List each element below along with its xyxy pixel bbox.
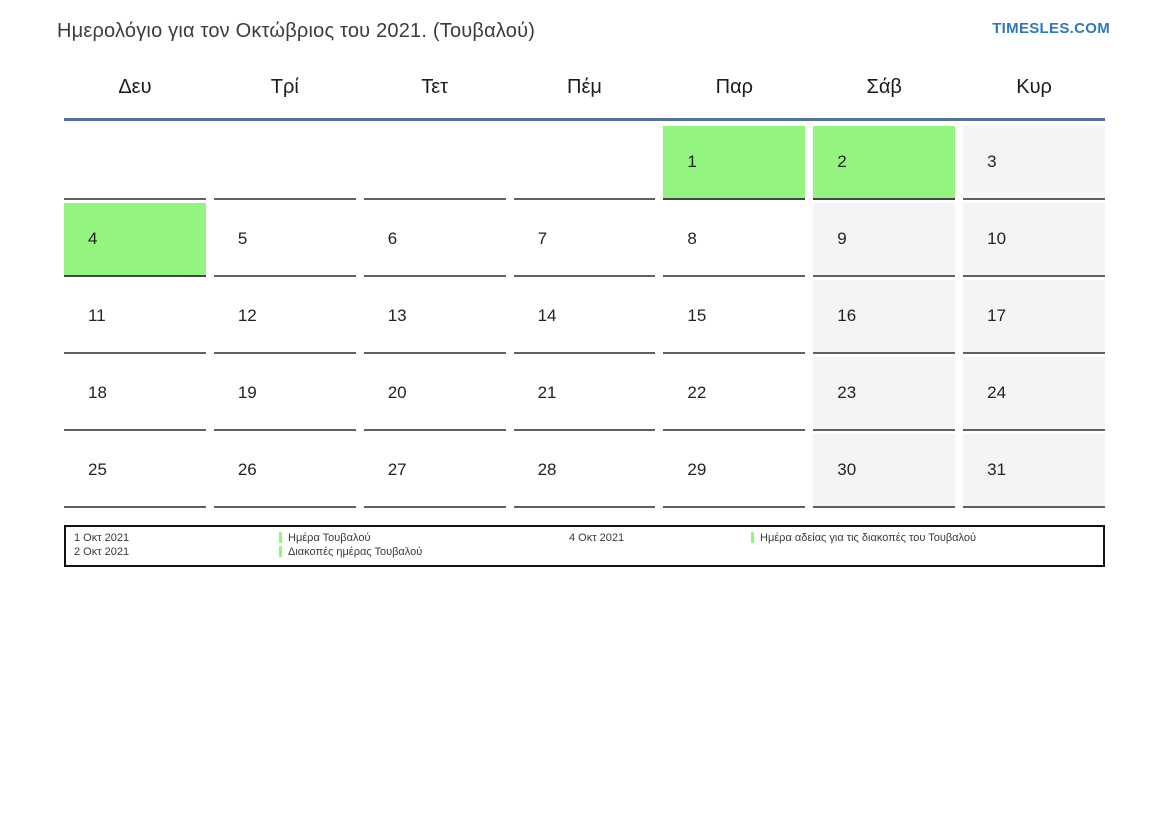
legend-entry: Διακοπές ημέρας Τουβαλού <box>279 545 569 559</box>
day-number: 3 <box>987 152 997 171</box>
day-number: 13 <box>387 306 407 325</box>
day-cell: 27 <box>363 434 506 508</box>
day-cell: 6 <box>363 203 506 277</box>
day-number: 26 <box>237 460 257 479</box>
day-cell: 1 <box>663 126 806 200</box>
legend-color-bar <box>279 532 282 543</box>
day-name-sun: Κυρ <box>1016 76 1052 98</box>
day-number: 1 <box>687 152 697 171</box>
day-cell: 9 <box>813 203 956 277</box>
day-cell: 7 <box>513 203 656 277</box>
day-cell: 16 <box>813 280 956 354</box>
day-cell: 12 <box>213 280 356 354</box>
day-cell: 13 <box>363 280 506 354</box>
legend-date: 2 Οκτ 2021 <box>74 546 130 558</box>
day-cell <box>513 126 656 200</box>
legend-color-bar <box>279 546 282 557</box>
day-cell: 4 <box>64 203 206 277</box>
legend-entry: Ημέρα αδείας για τις διακοπές του Τουβαλ… <box>751 531 1095 545</box>
day-cell: 30 <box>813 434 956 508</box>
day-number: 23 <box>837 383 857 402</box>
legend-color-bar <box>751 532 754 543</box>
legend-date: 4 Οκτ 2021 <box>569 532 625 544</box>
day-number: 31 <box>987 460 1007 479</box>
day-name-wed: Τετ <box>421 76 449 98</box>
day-number: 22 <box>687 383 707 402</box>
legend-label: Ημέρα αδείας για τις διακοπές του Τουβαλ… <box>760 532 976 544</box>
day-cell: 24 <box>963 357 1105 431</box>
day-name-sat: Σάβ <box>866 76 902 98</box>
day-cell: 19 <box>213 357 356 431</box>
day-cell: 17 <box>963 280 1105 354</box>
day-cell: 28 <box>513 434 656 508</box>
legend-date: 1 Οκτ 2021 <box>74 532 130 544</box>
day-cell: 8 <box>663 203 806 277</box>
day-number: 28 <box>537 460 557 479</box>
day-number: 27 <box>387 460 407 479</box>
day-name-tue: Τρί <box>270 76 299 98</box>
day-number: 12 <box>237 306 257 325</box>
day-number: 25 <box>88 460 107 479</box>
day-number: 18 <box>88 383 107 402</box>
day-cell: 25 <box>64 434 206 508</box>
day-number: 14 <box>537 306 557 325</box>
legend-label: Διακοπές ημέρας Τουβαλού <box>288 546 423 558</box>
day-cell <box>213 126 356 200</box>
day-cell: 5 <box>213 203 356 277</box>
day-cell <box>363 126 506 200</box>
day-number: 8 <box>687 229 697 248</box>
day-number: 10 <box>987 229 1007 248</box>
day-number: 29 <box>687 460 707 479</box>
day-cell: 2 <box>813 126 956 200</box>
day-number: 9 <box>837 229 847 248</box>
day-cell <box>64 126 206 200</box>
day-cell: 14 <box>513 280 656 354</box>
day-cell: 11 <box>64 280 206 354</box>
day-cell: 15 <box>663 280 806 354</box>
legend-dates-group-1: 1 Οκτ 2021 2 Οκτ 2021 <box>74 531 279 559</box>
legend-labels-group-2: Ημέρα αδείας για τις διακοπές του Τουβαλ… <box>751 531 1095 545</box>
day-number: 17 <box>987 306 1007 325</box>
day-number: 16 <box>837 306 857 325</box>
day-cell: 22 <box>663 357 806 431</box>
legend-labels-group-1: Ημέρα Τουβαλού Διακοπές ημέρας Τουβαλού <box>279 531 569 559</box>
day-number: 24 <box>987 383 1007 402</box>
day-cell: 26 <box>213 434 356 508</box>
page-header: Ημερολόγιο για τον Οκτώβριος του 2021. (… <box>0 0 1169 43</box>
legend-dates-group-2: 4 Οκτ 2021 <box>569 531 751 545</box>
day-cell: 23 <box>813 357 956 431</box>
page-title: Ημερολόγιο για τον Οκτώβριος του 2021. (… <box>57 20 536 42</box>
day-cell: 21 <box>513 357 656 431</box>
day-number: 5 <box>237 229 248 248</box>
day-name-fri: Παρ <box>715 76 754 98</box>
day-name-mon: Δευ <box>118 76 152 98</box>
day-number: 15 <box>687 306 707 325</box>
day-number: 20 <box>387 383 407 402</box>
day-cell: 20 <box>363 357 506 431</box>
day-number: 6 <box>387 229 398 248</box>
day-cell: 29 <box>663 434 806 508</box>
day-number: 11 <box>88 306 106 325</box>
day-cell: 10 <box>963 203 1105 277</box>
legend-box: 1 Οκτ 2021 2 Οκτ 2021 Ημέρα Τουβαλού Δια… <box>64 525 1105 567</box>
brand-link[interactable]: TIMESLES.COM <box>992 20 1110 37</box>
day-number: 7 <box>537 229 548 248</box>
calendar-grid: 1 2 3 4 5 6 7 8 9 10 11 12 13 14 15 16 17 18 19 20 21 22 23 24 2… <box>64 126 1105 508</box>
header-divider <box>64 118 1105 121</box>
legend-label: Ημέρα Τουβαλού <box>288 532 371 544</box>
day-cell: 31 <box>963 434 1105 508</box>
day-number: 30 <box>837 460 857 479</box>
day-names-row: Δευ Τρί Τετ Πέμ Παρ Σάβ Κυρ <box>64 76 1105 99</box>
day-cell: 18 <box>64 357 206 431</box>
day-name-thu: Πέμ <box>567 76 602 98</box>
legend-entry: Ημέρα Τουβαλού <box>279 531 569 545</box>
day-number: 21 <box>537 383 557 402</box>
day-number: 19 <box>237 383 257 402</box>
day-number: 2 <box>837 152 847 171</box>
day-cell: 3 <box>963 126 1105 200</box>
calendar: Δευ Τρί Τετ Πέμ Παρ Σάβ Κυρ 1 2 3 4 5 6 7 8 9 10 1… <box>64 76 1105 508</box>
day-number: 4 <box>88 229 98 248</box>
